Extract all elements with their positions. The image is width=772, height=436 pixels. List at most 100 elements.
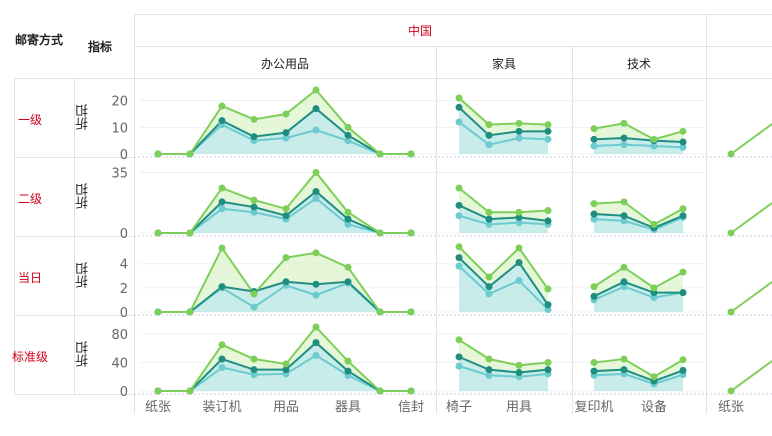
point-low [544, 306, 552, 314]
point-low [455, 362, 463, 370]
point-mid [620, 134, 628, 142]
point-high [312, 168, 320, 176]
line-high [593, 200, 684, 226]
point-low [679, 143, 687, 151]
point-low [590, 142, 598, 150]
point-high [186, 387, 194, 395]
point-high [515, 244, 523, 252]
line-mid [593, 280, 683, 298]
line-low [593, 143, 684, 149]
point-mid [485, 131, 493, 139]
y-tick-label: 0 [120, 227, 128, 242]
header-top-line [134, 14, 772, 15]
point-mid [218, 198, 226, 206]
point-high [620, 119, 628, 127]
line-mid [593, 212, 684, 229]
point-mid [344, 131, 352, 139]
point-high [376, 308, 384, 316]
line-high [593, 266, 684, 290]
point-mid [218, 283, 226, 291]
point-high [344, 263, 352, 271]
point-mid [544, 366, 552, 374]
point-mid [590, 292, 598, 300]
point-low [218, 364, 226, 372]
point-high [407, 308, 415, 316]
point-low [515, 134, 523, 142]
point-mid [250, 203, 258, 211]
point-high [376, 150, 384, 158]
line-edge [730, 202, 772, 234]
point-low [485, 371, 493, 379]
point-mid [620, 278, 628, 286]
point-mid [282, 212, 290, 220]
point-high [312, 323, 320, 331]
x-tick-label: 纸张 [145, 400, 171, 415]
point-mid [590, 367, 598, 375]
row-label-second-class: 二级 [17, 192, 42, 206]
point-mid [679, 366, 687, 374]
point-high [282, 110, 290, 118]
point-low [620, 217, 628, 225]
point-mid [515, 369, 523, 377]
point-high [407, 229, 415, 237]
point-high [544, 359, 552, 367]
line-high [458, 246, 549, 290]
point-mid [485, 366, 493, 374]
point-low [344, 137, 352, 145]
point-mid [312, 339, 320, 347]
point-high [544, 207, 552, 215]
category-header-tech: 技术 [626, 57, 651, 71]
point-high [344, 123, 352, 131]
country-header: 中国 [407, 24, 432, 38]
point-mid [544, 127, 552, 135]
point-high [376, 387, 384, 395]
left-border [14, 78, 15, 394]
point-high [485, 121, 493, 129]
point-high [544, 285, 552, 293]
area-mid [158, 342, 411, 391]
point-high [679, 205, 687, 213]
point-mid [455, 353, 463, 361]
point-low [455, 212, 463, 220]
point-low [250, 371, 258, 379]
point-low [455, 118, 463, 126]
point-mid [344, 215, 352, 223]
point-high [312, 86, 320, 94]
point-high [154, 387, 162, 395]
point-mid [544, 301, 552, 309]
point-high [679, 268, 687, 276]
point-low [650, 142, 658, 150]
point-high [312, 249, 320, 257]
point-high [620, 198, 628, 206]
point-high [650, 135, 658, 143]
y-tick-label: 0 [120, 148, 128, 163]
point-mid [515, 213, 523, 221]
line-low [458, 365, 549, 378]
point-high [250, 290, 258, 298]
point-high [590, 359, 598, 367]
point-high [218, 341, 226, 349]
point-high [590, 283, 598, 291]
line-low [593, 285, 684, 301]
y-tick-label: 0 [120, 306, 128, 321]
point-mid [515, 258, 523, 266]
point-high [218, 102, 226, 110]
x-tick-label: 设备 [641, 399, 667, 415]
point-high [590, 200, 598, 208]
point-mid [620, 366, 628, 374]
point-mid [250, 133, 258, 141]
point-mid [544, 217, 552, 225]
point-high [186, 308, 194, 316]
line-low [593, 372, 684, 385]
point-low [650, 294, 658, 302]
point-high [186, 150, 194, 158]
point-low [312, 351, 320, 359]
row-line-4 [14, 394, 134, 395]
x-tick-label: 器具 [335, 400, 361, 415]
line-mid [458, 355, 549, 374]
row-label-first-class: 一级 [17, 113, 42, 127]
point-high [455, 184, 463, 192]
point-high [485, 273, 493, 281]
point-mid [515, 127, 523, 135]
